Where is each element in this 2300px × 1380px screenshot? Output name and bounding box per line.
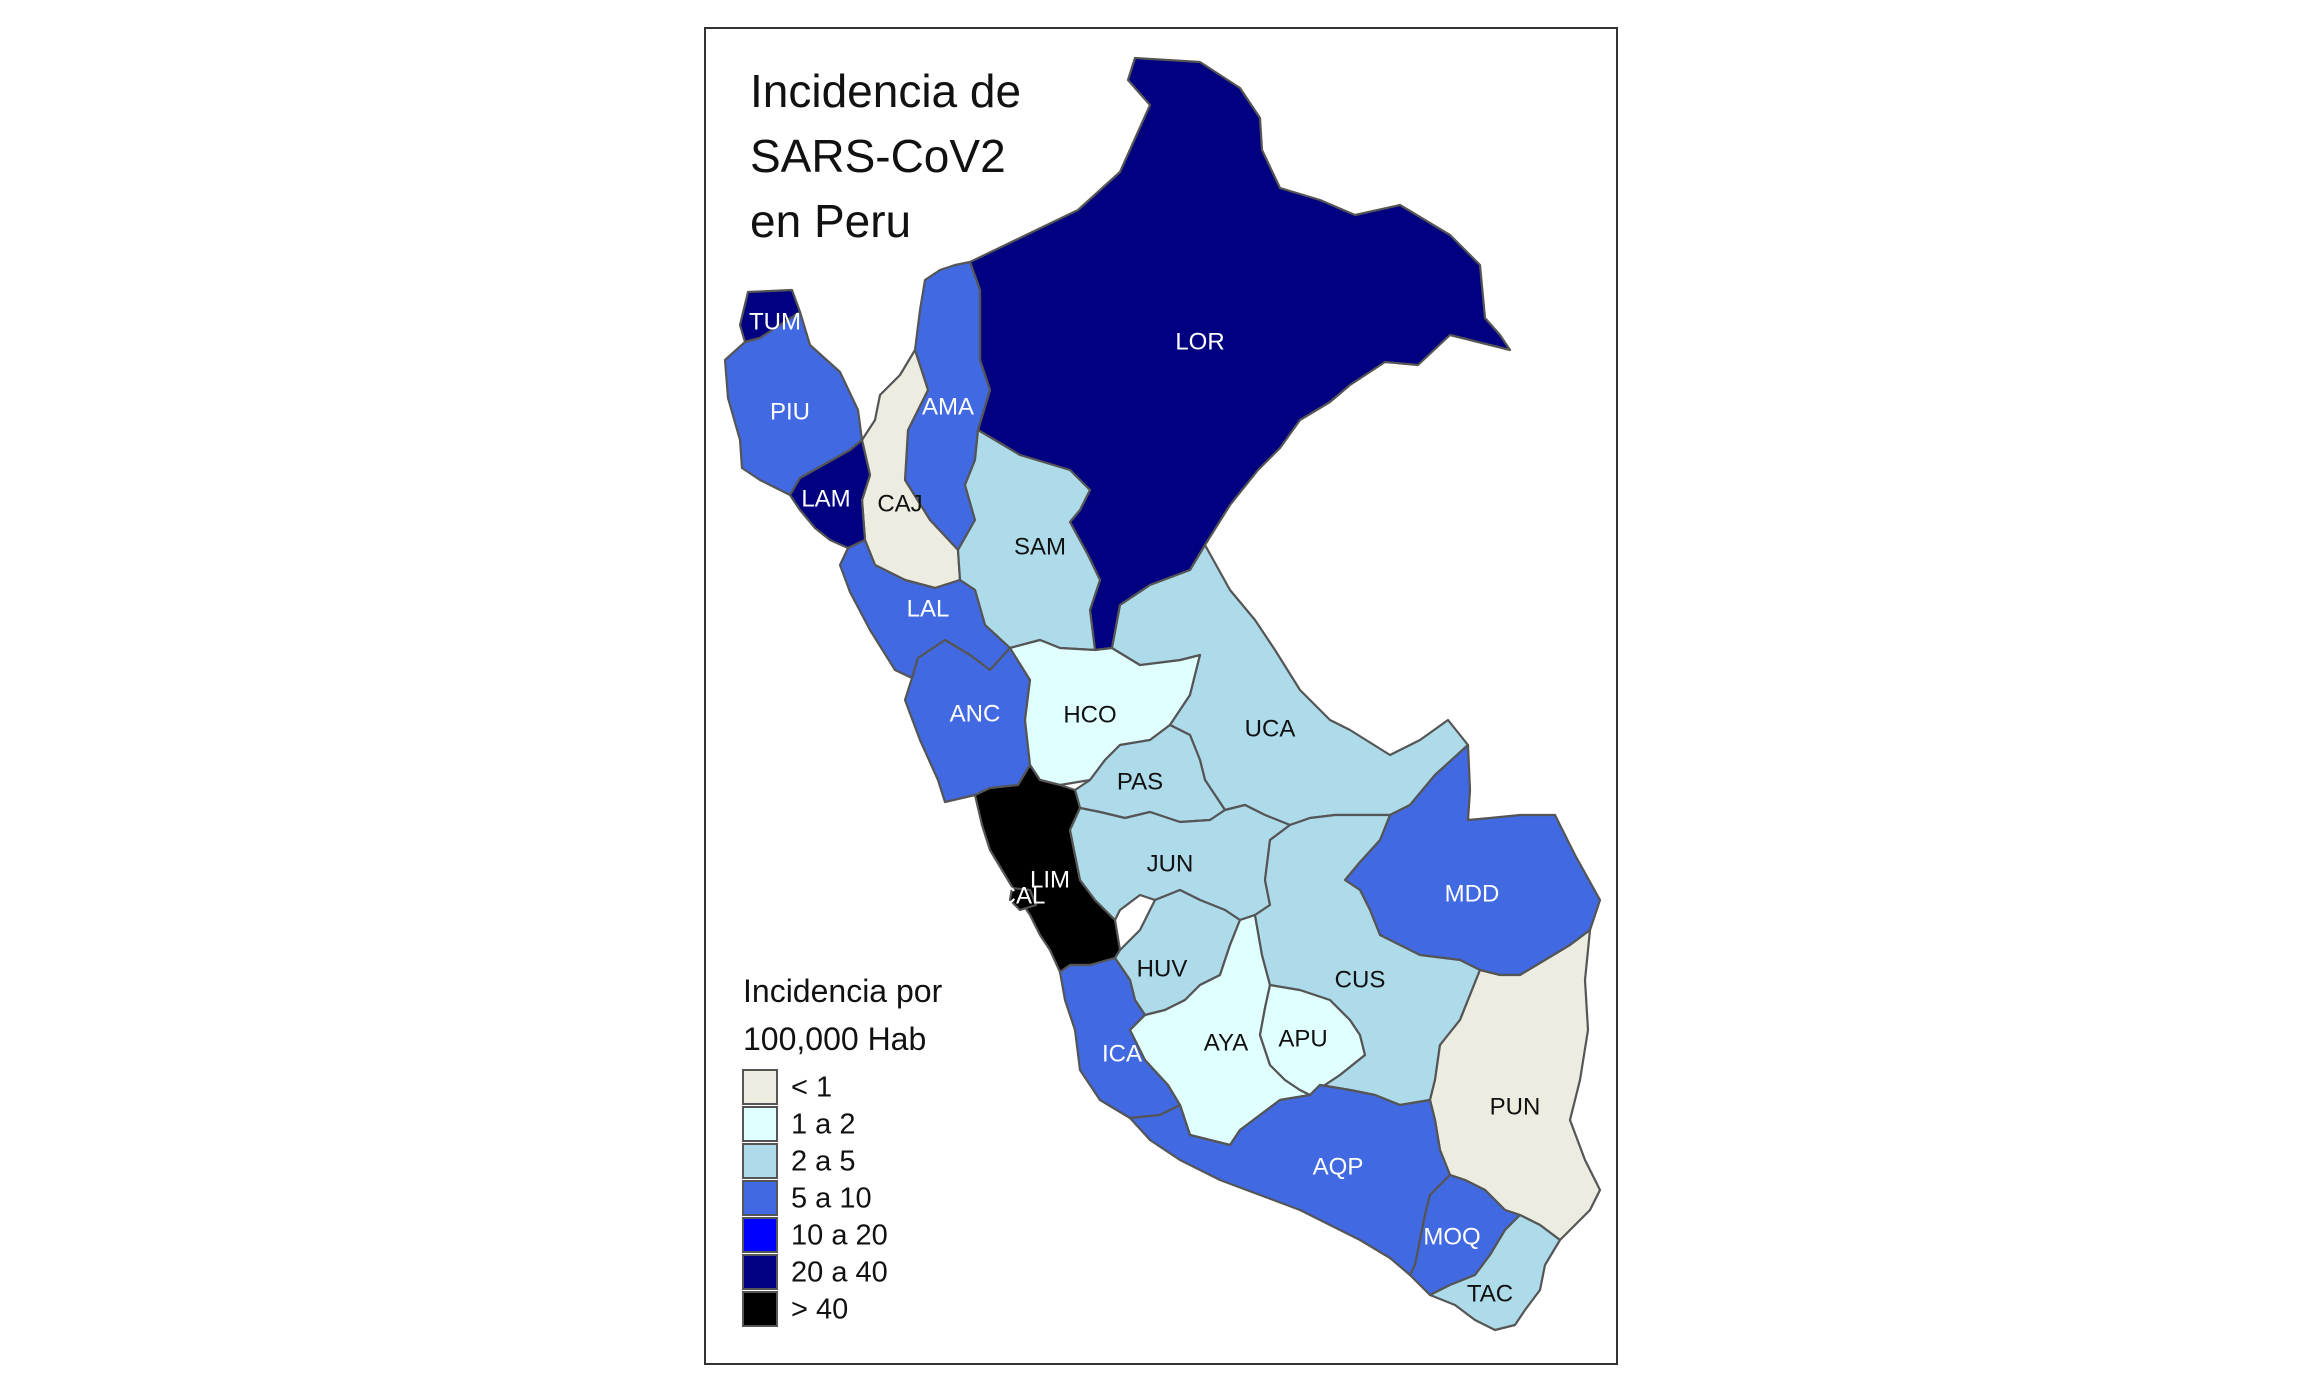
legend-title-line-1: Incidencia por [743, 973, 943, 1009]
legend-swatch [742, 1217, 778, 1253]
label-lal: LAL [907, 595, 950, 622]
label-ama: AMA [922, 393, 974, 420]
title-line-3: en Peru [750, 195, 911, 247]
label-tum: TUM [749, 308, 801, 335]
label-hco: HCO [1063, 701, 1116, 728]
legend-label: 10 a 20 [791, 1220, 888, 1252]
region-labels: TUM PIU LAM CAJ AMA LOR SAM LAL ANC HCO … [749, 308, 1540, 1307]
label-cus: CUS [1335, 966, 1386, 993]
region-tacna[interactable] [1428, 1213, 1562, 1332]
title-line-1: Incidencia de [750, 65, 1021, 117]
region-arequipa[interactable] [1128, 1083, 1452, 1277]
label-caj: CAJ [877, 490, 922, 517]
label-pas: PAS [1117, 768, 1163, 795]
label-sam: SAM [1014, 533, 1066, 560]
label-tac: TAC [1467, 1280, 1513, 1307]
label-moq: MOQ [1423, 1223, 1480, 1250]
label-cal: CAL [999, 882, 1046, 909]
legend: Incidencia por 100,000 Hab < 1 1 a 2 2 a 5… [742, 973, 943, 1327]
legend-swatch [742, 1106, 778, 1142]
legend-label: 20 a 40 [791, 1257, 888, 1289]
label-lam: LAM [801, 485, 850, 512]
label-uca: UCA [1245, 715, 1296, 742]
label-pun: PUN [1490, 1093, 1541, 1120]
legend-swatch [742, 1069, 778, 1105]
legend-swatch [742, 1143, 778, 1179]
legend-title-line-2: 100,000 Hab [743, 1021, 926, 1057]
label-lor: LOR [1175, 328, 1224, 355]
legend-items: < 1 1 a 2 2 a 5 5 a 10 10 a 20 20 a 40 > 40 [742, 1069, 888, 1327]
legend-swatch [742, 1180, 778, 1216]
legend-label: < 1 [791, 1072, 832, 1104]
legend-label: 2 a 5 [791, 1146, 856, 1178]
label-huv: HUV [1137, 955, 1188, 982]
legend-label: > 40 [791, 1294, 848, 1326]
region-callao[interactable] [1008, 886, 1038, 912]
legend-swatch [742, 1291, 778, 1327]
map-title: Incidencia de SARS-CoV2 en Peru [750, 65, 1021, 247]
label-ica: ICA [1102, 1040, 1142, 1067]
region-lambayeque[interactable] [788, 438, 872, 550]
label-lim: LIM [1030, 866, 1070, 893]
label-apu: APU [1278, 1025, 1327, 1052]
label-aqp: AQP [1313, 1153, 1364, 1180]
title-line-2: SARS-CoV2 [750, 130, 1006, 182]
label-jun: JUN [1147, 850, 1194, 877]
legend-swatch [742, 1254, 778, 1290]
regions-layer [723, 56, 1602, 1332]
label-anc: ANC [950, 700, 1001, 727]
label-piu: PIU [770, 398, 810, 425]
label-mdd: MDD [1445, 880, 1500, 907]
legend-label: 1 a 2 [791, 1109, 856, 1141]
label-aya: AYA [1204, 1029, 1248, 1056]
legend-label: 5 a 10 [791, 1183, 872, 1215]
